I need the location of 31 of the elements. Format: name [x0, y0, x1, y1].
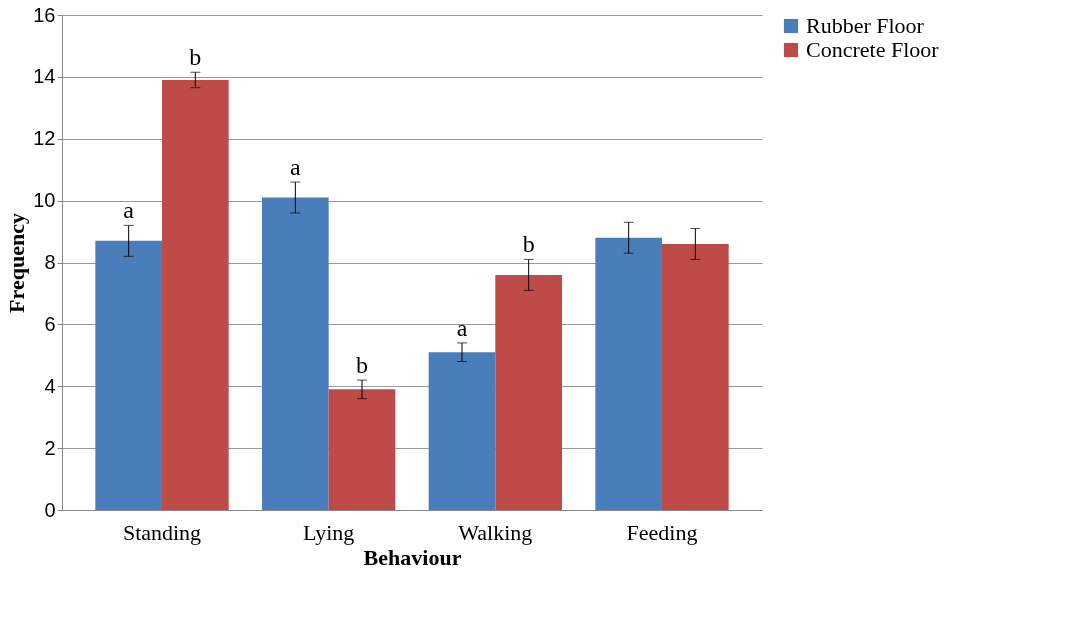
legend-label: Rubber Floor: [806, 13, 925, 38]
annotation: a: [123, 197, 135, 224]
y-tick-label: 16: [33, 3, 56, 26]
bar: [95, 240, 162, 510]
y-tick-label: 6: [44, 312, 56, 335]
annotation: a: [290, 154, 302, 181]
x-tick-label: Standing: [122, 519, 202, 545]
bar: [262, 197, 329, 510]
annotation: a: [456, 314, 468, 341]
bar: [162, 79, 229, 510]
y-tick-label: 8: [44, 251, 56, 273]
legend-label: Concrete Floor: [806, 37, 940, 62]
bar: [428, 352, 496, 510]
x-axis-title: Behaviour: [363, 544, 462, 570]
bar: [328, 389, 396, 510]
bar: [662, 243, 729, 510]
y-tick-label: 14: [33, 65, 56, 88]
bar: [595, 237, 662, 510]
y-tick-label: 12: [33, 127, 56, 150]
y-tick-label: 0: [44, 498, 56, 521]
annotation: b: [356, 352, 368, 379]
y-tick-label: 2: [44, 436, 56, 459]
x-tick-label: Feeding: [626, 519, 698, 545]
y-tick-label: 10: [33, 189, 56, 212]
x-tick-label: Walking: [458, 519, 533, 545]
x-tick-label: Lying: [302, 519, 355, 545]
y-tick-label: 4: [44, 374, 56, 397]
y-axis-title: Frequency: [4, 213, 30, 313]
annotation: b: [522, 231, 535, 258]
annotation: b: [189, 44, 202, 71]
bar: [495, 274, 562, 510]
